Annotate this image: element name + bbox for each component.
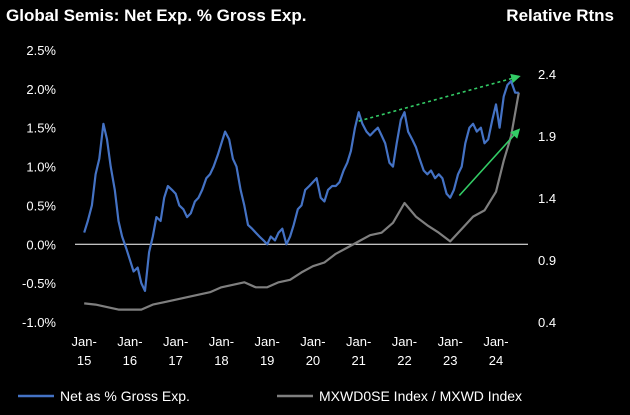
x-tick-label-bottom: 16	[123, 353, 137, 368]
x-axis: Jan- 15 Jan- 16 Jan- 17 Jan- 18 Jan- 19 Jan- 20 Jan-…	[72, 334, 509, 368]
x-tick-label-top: Jan-	[209, 334, 234, 349]
x-tick-label-top: Jan-	[72, 334, 97, 349]
trendline	[358, 73, 521, 122]
legend-label: MXWD0SE Index / MXWD Index	[319, 388, 522, 404]
y-right-tick-label: 1.4	[538, 191, 556, 206]
x-tick-label-bottom: 15	[77, 353, 91, 368]
y-right-tick-label: 2.4	[538, 67, 556, 82]
series-line	[84, 92, 520, 311]
y-right-tick-label: 1.9	[538, 129, 556, 144]
x-tick-label-top: Jan-	[117, 334, 142, 349]
y-axis-right: 2.4 1.9 1.4 0.9 0.4	[538, 67, 556, 330]
y-left-tick-label: 1.5%	[26, 121, 56, 136]
y-left-tick-label: 2.5%	[26, 43, 56, 58]
x-tick-label-bottom: 21	[351, 353, 365, 368]
y-left-tick-label: -0.5%	[22, 276, 56, 291]
x-tick-label-bottom: 20	[306, 353, 320, 368]
legend: Net as % Gross Exp. MXWD0SE Index / MXWD …	[18, 388, 522, 404]
chart-title-left: Global Semis: Net Exp. % Gross Exp.	[6, 6, 307, 25]
y-left-tick-label: 0.5%	[26, 198, 56, 213]
x-tick-label-bottom: 23	[443, 353, 457, 368]
y-right-tick-label: 0.9	[538, 253, 556, 268]
series-layer	[83, 80, 520, 311]
y-right-tick-label: 0.4	[538, 315, 556, 330]
x-tick-label-bottom: 22	[397, 353, 411, 368]
chart-title-right: Relative Rtns	[506, 6, 614, 25]
x-tick-label-bottom: 19	[260, 353, 274, 368]
x-tick-label-bottom: 18	[214, 353, 228, 368]
x-tick-label-bottom: 24	[489, 353, 503, 368]
x-tick-label-top: Jan-	[300, 334, 325, 349]
legend-label: Net as % Gross Exp.	[60, 388, 190, 404]
x-tick-label-top: Jan-	[438, 334, 463, 349]
y-left-tick-label: -1.0%	[22, 315, 56, 330]
x-tick-label-top: Jan-	[483, 334, 508, 349]
trendline-layer	[358, 73, 521, 197]
y-axis-left: 2.5% 2.0% 1.5% 1.0% 0.5% 0.0% -0.5% -1.0%	[22, 43, 56, 330]
trendline	[458, 128, 521, 197]
x-tick-label-top: Jan-	[392, 334, 417, 349]
x-tick-label-top: Jan-	[163, 334, 188, 349]
x-tick-label-top: Jan-	[346, 334, 371, 349]
y-left-tick-label: 2.0%	[26, 82, 56, 97]
series-line	[83, 80, 519, 292]
x-tick-label-bottom: 17	[168, 353, 182, 368]
x-tick-label-top: Jan-	[255, 334, 280, 349]
y-left-tick-label: 1.0%	[26, 160, 56, 175]
y-left-tick-label: 0.0%	[26, 237, 56, 252]
